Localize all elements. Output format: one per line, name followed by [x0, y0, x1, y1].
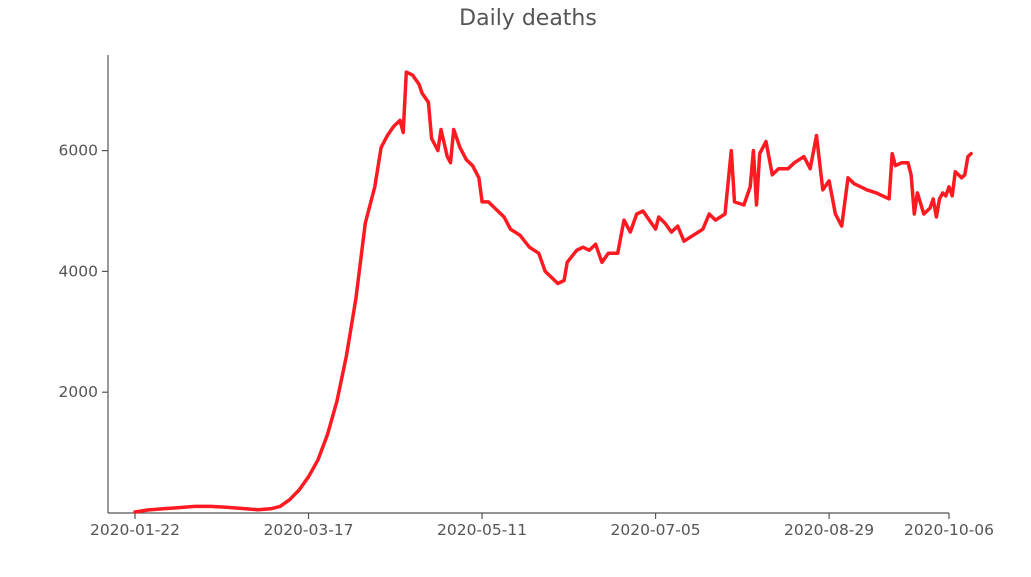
x-tick-label: 2020-08-29: [784, 521, 874, 539]
x-tick-label: 2020-03-17: [263, 521, 353, 539]
chart-title: Daily deaths: [459, 6, 597, 31]
axes: [107, 55, 949, 514]
y-tick-label: 4000: [59, 262, 98, 280]
x-tick-label: 2020-10-06: [904, 521, 994, 539]
series-layer: [133, 70, 973, 514]
x-tick-label: 2020-01-22: [90, 521, 180, 539]
series-line-daily-deaths: [133, 70, 973, 514]
y-tick-label: 2000: [59, 383, 98, 401]
y-tick-label: 6000: [59, 142, 98, 160]
x-tick-label: 2020-07-05: [611, 521, 701, 539]
ticks: 2020-01-22 2020-03-17 2020-05-11 2020-07-05…: [59, 142, 995, 539]
x-tick-label: 2020-05-11: [437, 521, 527, 539]
